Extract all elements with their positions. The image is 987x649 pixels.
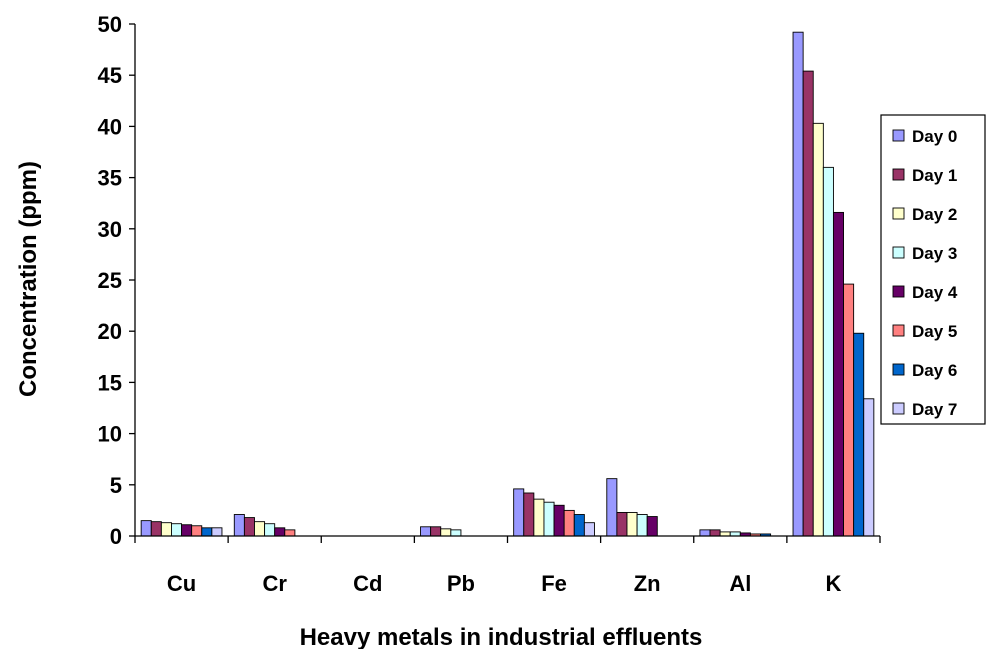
bar	[254, 521, 266, 537]
bar	[863, 398, 875, 537]
bar	[533, 498, 545, 537]
bar	[201, 527, 213, 537]
y-tick-label: 30	[98, 217, 122, 242]
y-tick-label: 50	[98, 12, 122, 37]
bar	[616, 511, 628, 537]
bar	[646, 516, 658, 537]
x-tick-label: K	[825, 571, 841, 596]
legend-label: Day 2	[912, 205, 957, 224]
legend-label: Day 4	[912, 283, 958, 302]
bar	[181, 524, 193, 537]
y-tick-label: 35	[98, 166, 122, 191]
legend-swatch	[892, 324, 905, 337]
y-tick-label: 5	[110, 473, 122, 498]
x-tick-label: Fe	[541, 571, 567, 596]
legend-items: Day 0 Day 1 Day 2 Day 3 Day 4 Day 5 Day 6 Day 7	[892, 127, 958, 419]
legend-label: Day 6	[912, 361, 957, 380]
bar	[699, 529, 711, 537]
bar	[420, 526, 432, 537]
bar	[243, 517, 255, 537]
x-axis: Cu Cr Cd Pb Fe Zn Al K	[134, 535, 881, 596]
legend-swatch	[892, 168, 905, 181]
plot-area	[140, 31, 875, 537]
legend-label: Day 3	[912, 244, 957, 263]
x-tick-label: Zn	[634, 571, 661, 596]
x-tick-label: Cr	[262, 571, 287, 596]
x-axis-title: Heavy metals in industrial effluents	[300, 624, 703, 649]
legend-label: Day 0	[912, 127, 957, 146]
bar	[171, 523, 183, 537]
x-tick-label: Cd	[353, 571, 382, 596]
bar	[843, 283, 855, 537]
bar	[140, 520, 152, 537]
y-tick-label: 25	[98, 268, 122, 293]
bar	[563, 509, 575, 537]
bar	[792, 31, 804, 537]
bar	[430, 526, 442, 537]
legend-label: Day 1	[912, 166, 957, 185]
y-tick-label: 10	[98, 422, 122, 447]
bar	[150, 521, 162, 537]
bar	[626, 511, 638, 537]
bar	[264, 523, 276, 537]
x-tick-label: Pb	[447, 571, 475, 596]
bar	[543, 501, 555, 537]
bar	[853, 332, 865, 537]
bar	[523, 492, 535, 537]
y-axis-title: Concentration (ppm)	[15, 161, 42, 397]
bar	[284, 529, 296, 537]
bar	[553, 504, 565, 537]
bar	[832, 211, 844, 537]
bar	[709, 529, 721, 537]
bar	[440, 528, 452, 537]
y-tick-label: 45	[98, 63, 122, 88]
bar	[513, 488, 525, 537]
bar	[191, 525, 203, 537]
bar	[274, 527, 286, 537]
legend-swatch	[892, 246, 905, 259]
x-tick-label: Al	[729, 571, 751, 596]
legend-label: Day 5	[912, 322, 957, 341]
x-tick-label: Cu	[167, 571, 196, 596]
y-axis: 0 5 10 15 20 25 30 35 40 45 50	[98, 12, 136, 549]
bar	[450, 529, 462, 537]
legend-swatch	[892, 129, 905, 142]
bar	[606, 478, 618, 537]
bar	[583, 522, 595, 537]
y-tick-label: 15	[98, 370, 122, 395]
bar	[160, 522, 172, 537]
legend-swatch	[892, 402, 905, 415]
legend-swatch	[892, 363, 905, 376]
bar	[636, 514, 648, 537]
bar	[812, 122, 824, 537]
bar	[573, 514, 585, 537]
legend-label: Day 7	[912, 400, 957, 419]
bar	[233, 514, 245, 537]
legend: Day 0 Day 1 Day 2 Day 3 Day 4 Day 5 Day 6 Day 7	[880, 114, 986, 425]
legend-swatch	[892, 207, 905, 220]
bar	[211, 527, 223, 537]
legend-swatch	[892, 285, 905, 298]
bar	[802, 70, 814, 537]
y-tick-label: 20	[98, 319, 122, 344]
y-tick-label: 40	[98, 114, 122, 139]
y-tick-label: 0	[110, 524, 122, 549]
bar	[822, 166, 834, 537]
